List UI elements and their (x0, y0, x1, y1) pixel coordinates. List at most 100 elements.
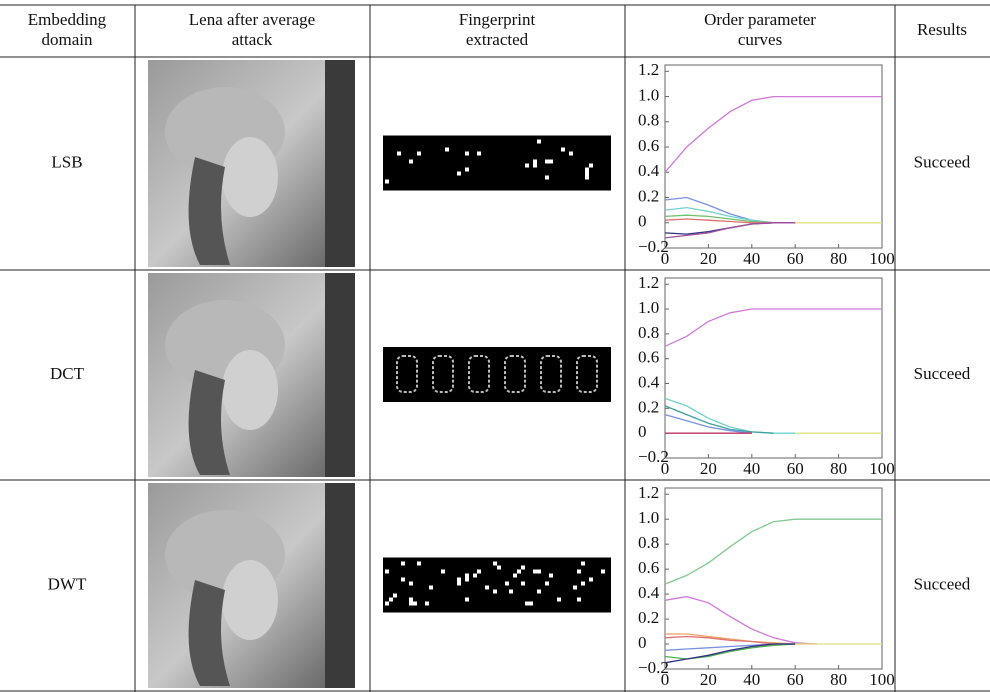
fingerprint-image (383, 136, 611, 191)
x-tick-label: 100 (869, 670, 895, 689)
x-tick-label: 0 (661, 249, 670, 268)
pixel (465, 168, 469, 172)
pixel (401, 562, 405, 566)
pixel (473, 574, 477, 578)
lena-image (148, 60, 355, 267)
pixel (545, 582, 549, 586)
pixel (385, 602, 389, 606)
pixel (477, 570, 481, 574)
pixel (573, 586, 577, 590)
fingerprint-image (383, 347, 611, 402)
pixel (493, 590, 497, 594)
pixel (561, 148, 565, 152)
pixel (545, 176, 549, 180)
pixel (533, 164, 537, 168)
y-tick-label: 0 (638, 422, 647, 441)
frame-edge (325, 60, 355, 267)
pixel (569, 152, 573, 156)
header-text: Embedding (28, 10, 107, 29)
pixel (397, 152, 401, 156)
y-tick-label: 0.2 (638, 608, 659, 627)
y-tick-label: 0.8 (638, 323, 659, 342)
pixel (417, 562, 421, 566)
domain-text: DCT (50, 364, 85, 383)
pixel (513, 574, 517, 578)
x-tick-label: 40 (743, 459, 760, 478)
result-text: Succeed (914, 364, 971, 383)
pixel (517, 570, 521, 574)
pixel (485, 586, 489, 590)
pixel (537, 570, 541, 574)
pixel (409, 160, 413, 164)
pixel (409, 598, 413, 602)
pixel (589, 164, 593, 168)
pixel (465, 152, 469, 156)
pixel (401, 578, 405, 582)
pixel (457, 578, 461, 582)
domain-text: DWT (48, 574, 87, 593)
pixel (409, 602, 413, 606)
pixel (585, 168, 589, 172)
pixel (581, 562, 585, 566)
header-text: extracted (466, 30, 529, 49)
lena-image (148, 483, 355, 688)
x-tick-label: 20 (700, 249, 717, 268)
pixel (545, 160, 549, 164)
face (222, 560, 278, 640)
pixel (497, 566, 501, 570)
y-tick-label: 1.0 (638, 85, 659, 104)
y-tick-label: 0.8 (638, 111, 659, 130)
pixel (521, 582, 525, 586)
pixel (549, 160, 553, 164)
x-tick-label: 60 (787, 249, 804, 268)
pixel (525, 164, 529, 168)
pixel (577, 598, 581, 602)
y-tick-label: 1.2 (638, 483, 659, 502)
y-tick-label: 1.0 (638, 508, 659, 527)
face (222, 137, 278, 217)
pixel (441, 570, 445, 574)
domain-text: LSB (51, 152, 82, 171)
curve (665, 309, 882, 346)
pixel (413, 602, 417, 606)
pixel (465, 574, 469, 578)
x-tick-label: 40 (743, 670, 760, 689)
pixel (505, 582, 509, 586)
plot-frame (665, 488, 882, 669)
pixel (429, 586, 433, 590)
x-tick-label: 60 (787, 459, 804, 478)
curve (665, 223, 795, 238)
pixel (493, 562, 497, 566)
frame-edge (325, 483, 355, 688)
fingerprint-bg (383, 347, 611, 402)
pixel (445, 148, 449, 152)
y-tick-label: 1.2 (638, 60, 659, 79)
lena-image (148, 273, 355, 477)
pixel (385, 570, 389, 574)
pixel (393, 594, 397, 598)
y-tick-label: 1.2 (638, 273, 659, 292)
pixel (557, 598, 561, 602)
header-text: curves (738, 30, 782, 49)
pixel (389, 598, 393, 602)
x-tick-label: 100 (869, 459, 895, 478)
y-tick-label: 0.2 (638, 397, 659, 416)
pixel (533, 570, 537, 574)
curve (665, 519, 882, 584)
x-tick-label: 80 (830, 459, 847, 478)
x-tick-label: 80 (830, 249, 847, 268)
y-tick-label: 0.4 (638, 583, 660, 602)
header-text: attack (232, 30, 273, 49)
pixel (521, 566, 525, 570)
y-tick-label: 0.6 (638, 136, 659, 155)
x-tick-label: 20 (700, 670, 717, 689)
y-tick-label: 0.4 (638, 161, 660, 180)
pixel (509, 590, 513, 594)
header-text: Order parameter (704, 10, 816, 29)
pixel (417, 152, 421, 156)
pixel (457, 172, 461, 176)
plot-frame (665, 278, 882, 458)
fingerprint-image (383, 558, 611, 613)
pixel (537, 590, 541, 594)
y-tick-label: 0.4 (638, 372, 660, 391)
